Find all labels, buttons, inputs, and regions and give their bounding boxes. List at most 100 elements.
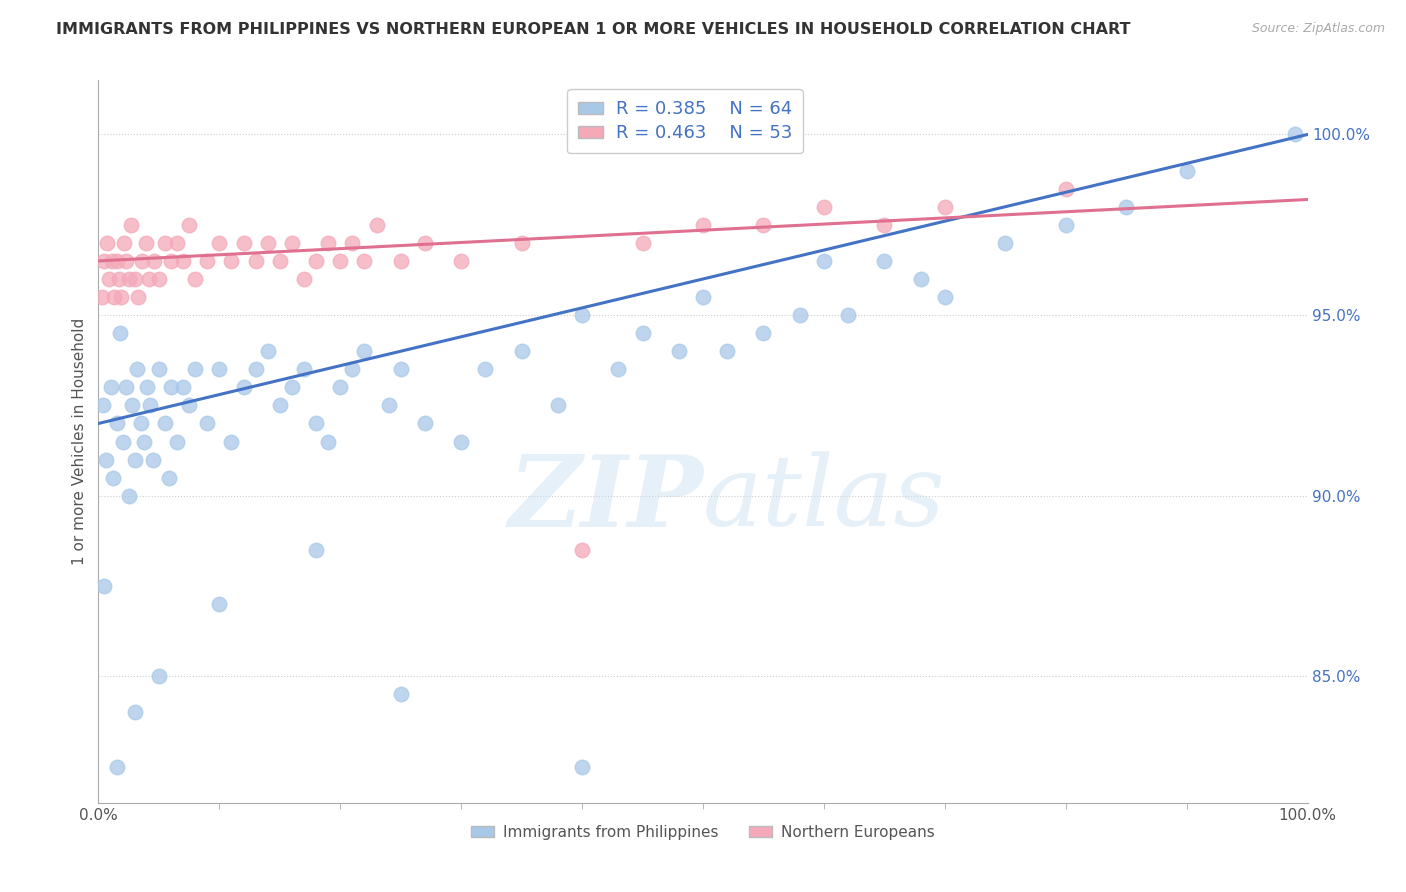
Point [221, 254, 243, 268]
Point [118, 272, 141, 286]
Point [377, 399, 399, 413]
Point [127, 290, 149, 304]
Point [316, 235, 339, 250]
Point [139, 399, 162, 413]
Point [148, 362, 170, 376]
Point [716, 344, 738, 359]
Point [934, 200, 956, 214]
Point [208, 362, 231, 376]
Point [571, 543, 593, 558]
Point [138, 272, 160, 286]
Point [934, 290, 956, 304]
Point [292, 362, 315, 376]
Point [366, 218, 388, 232]
Point [115, 254, 138, 268]
Point [413, 417, 436, 431]
Point [121, 399, 143, 413]
Point [94, 452, 117, 467]
Point [353, 254, 375, 268]
Point [103, 290, 125, 304]
Legend: Immigrants from Philippines, Northern Europeans: Immigrants from Philippines, Northern Eu… [465, 819, 941, 846]
Point [232, 235, 254, 250]
Point [1054, 218, 1077, 232]
Point [813, 200, 835, 214]
Point [256, 235, 278, 250]
Point [111, 434, 134, 449]
Point [342, 235, 364, 250]
Point [1054, 182, 1077, 196]
Point [184, 272, 207, 286]
Point [172, 254, 194, 268]
Point [93, 579, 115, 593]
Point [195, 417, 218, 431]
Point [389, 688, 412, 702]
Point [127, 362, 149, 376]
Point [305, 254, 328, 268]
Point [100, 380, 122, 394]
Point [101, 471, 124, 485]
Point [1175, 163, 1198, 178]
Point [208, 235, 231, 250]
Point [329, 380, 352, 394]
Point [353, 344, 375, 359]
Point [1115, 200, 1137, 214]
Point [292, 272, 315, 286]
Point [108, 272, 131, 286]
Point [269, 399, 291, 413]
Point [124, 452, 146, 467]
Point [789, 308, 811, 322]
Point [195, 254, 218, 268]
Point [166, 235, 188, 250]
Point [994, 235, 1017, 250]
Point [413, 235, 436, 250]
Point [631, 326, 654, 341]
Point [148, 272, 170, 286]
Point [115, 380, 138, 394]
Point [571, 760, 593, 774]
Point [112, 235, 135, 250]
Point [98, 272, 121, 286]
Point [108, 326, 131, 341]
Point [135, 235, 157, 250]
Point [100, 254, 122, 268]
Point [93, 254, 115, 268]
Point [450, 434, 472, 449]
Point [510, 235, 533, 250]
Point [153, 417, 176, 431]
Point [571, 308, 593, 322]
Text: Source: ZipAtlas.com: Source: ZipAtlas.com [1251, 22, 1385, 36]
Point [342, 362, 364, 376]
Point [153, 235, 176, 250]
Point [110, 290, 132, 304]
Point [873, 218, 896, 232]
Point [179, 218, 201, 232]
Point [131, 254, 153, 268]
Point [245, 254, 267, 268]
Text: IMMIGRANTS FROM PHILIPPINES VS NORTHERN EUROPEAN 1 OR MORE VEHICLES IN HOUSEHOLD: IMMIGRANTS FROM PHILIPPINES VS NORTHERN … [56, 22, 1130, 37]
Text: ZIP: ZIP [508, 451, 703, 548]
Point [143, 254, 166, 268]
Point [96, 235, 118, 250]
Point [450, 254, 472, 268]
Point [329, 254, 352, 268]
Point [752, 326, 775, 341]
Point [256, 344, 278, 359]
Point [221, 434, 243, 449]
Point [1284, 128, 1306, 142]
Point [172, 380, 194, 394]
Point [142, 452, 165, 467]
Point [813, 254, 835, 268]
Point [668, 344, 690, 359]
Point [232, 380, 254, 394]
Point [91, 399, 114, 413]
Point [179, 399, 201, 413]
Point [316, 434, 339, 449]
Point [105, 417, 128, 431]
Point [120, 218, 142, 232]
Point [245, 362, 267, 376]
Point [692, 290, 714, 304]
Y-axis label: 1 or more Vehicles in Household: 1 or more Vehicles in Household [72, 318, 87, 566]
Point [269, 254, 291, 268]
Point [281, 235, 304, 250]
Point [118, 489, 141, 503]
